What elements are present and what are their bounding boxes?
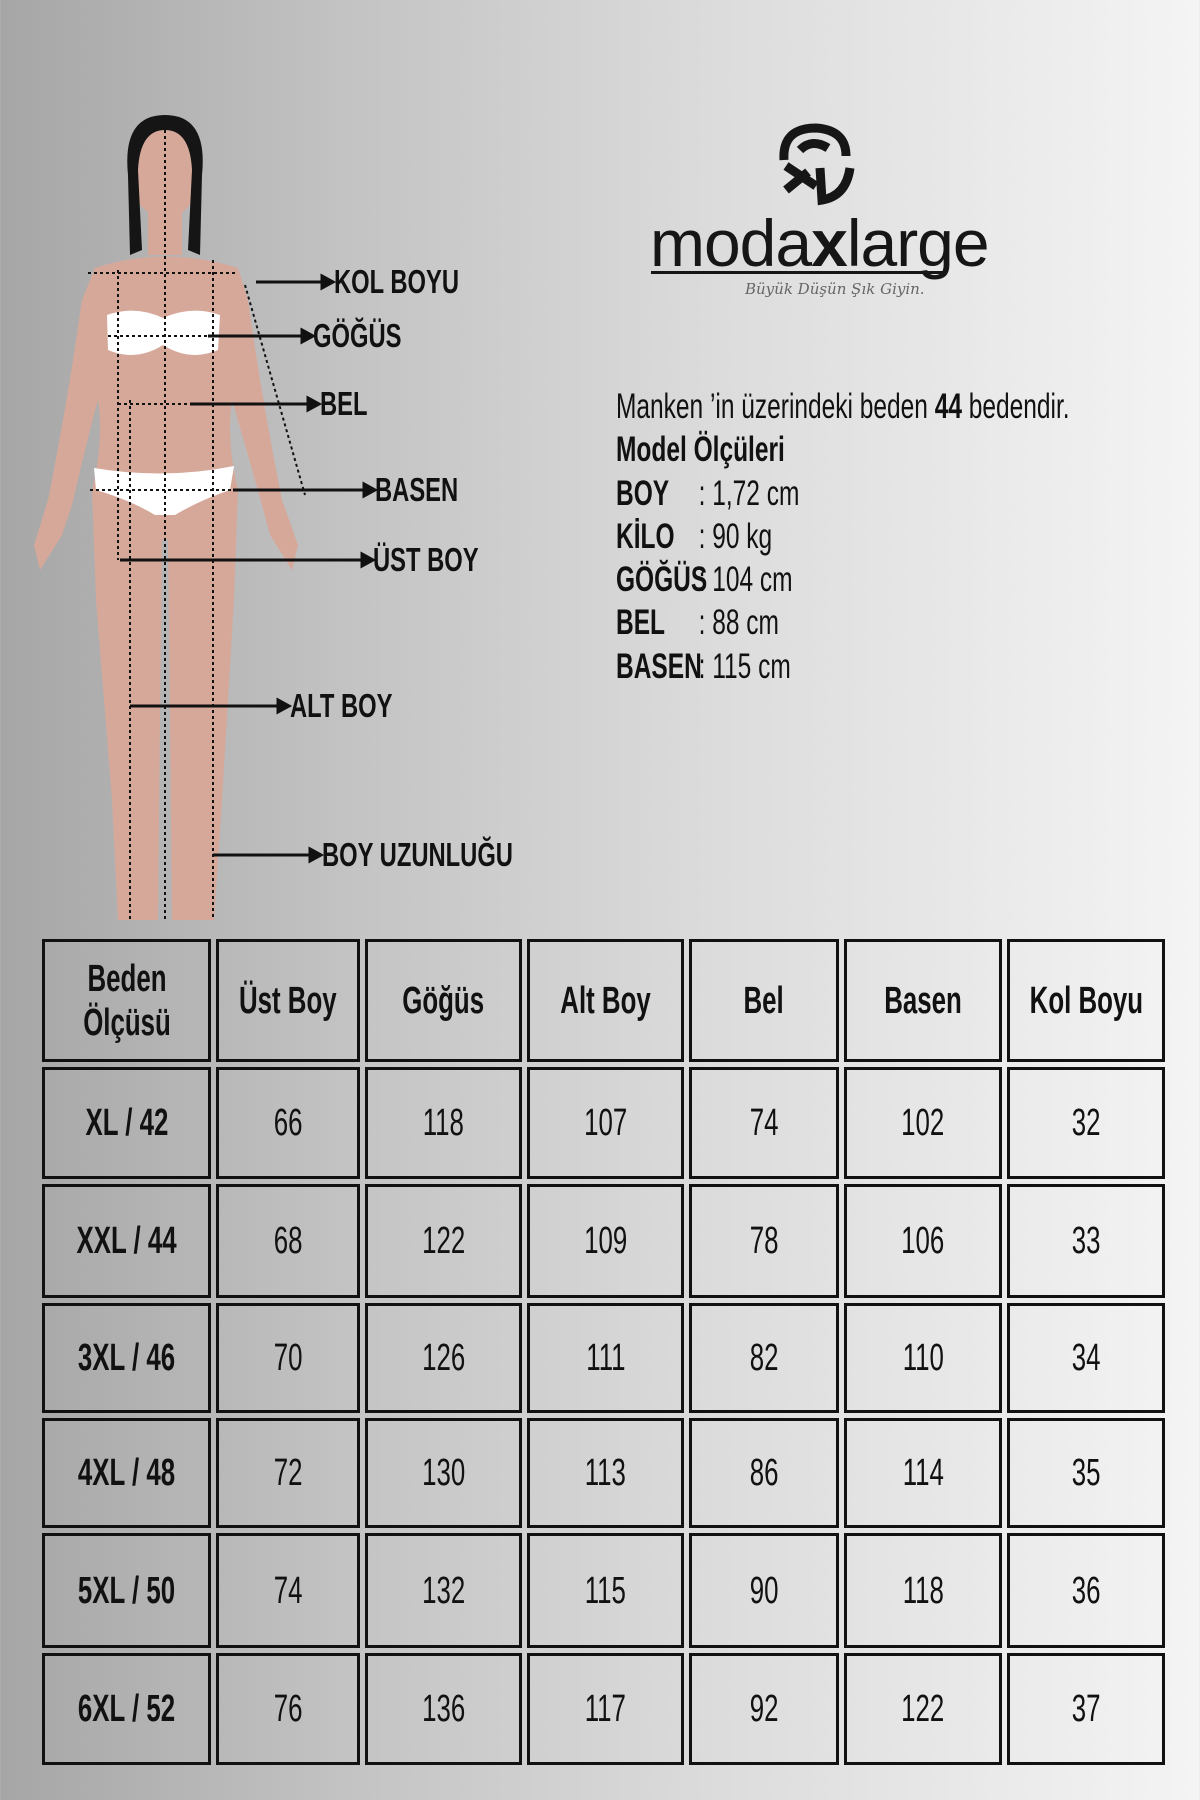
table-cell: 106 [844,1184,1002,1298]
table-cell: 78 [689,1184,839,1298]
table-cell: 34 [1007,1303,1165,1413]
model-row-kilo: KİLO: 90 kg [616,517,773,556]
brand-underline [651,271,947,274]
model-title: Model Ölçüleri [616,430,785,469]
table-header-cell: Bel [689,939,839,1062]
table-header-cell: Göğüs [365,939,522,1062]
table-cell: 86 [689,1418,839,1528]
table-cell: 113 [527,1418,684,1528]
size-label-cell: XXL / 44 [42,1184,211,1298]
table-cell: 33 [1007,1184,1165,1298]
brand-wordmark: modaxlarge [650,206,990,280]
table-cell: 37 [1007,1653,1165,1765]
table-cell: 76 [216,1653,360,1765]
table-header-cell: Beden Ölçüsü [42,939,211,1062]
label-gogus: GÖĞÜS [313,317,402,354]
table-cell: 115 [527,1533,684,1648]
label-boy-uzunlugu: BOY UZUNLUĞU [322,836,513,873]
model-intro: Manken ’in üzerindeki beden 44 bedendir. [616,387,1070,426]
table-cell: 92 [689,1653,839,1765]
table-header-cell: Üst Boy [216,939,360,1062]
mannequin-body [34,122,298,920]
table-cell: 66 [216,1067,360,1179]
label-alt-boy: ALT BOY [290,687,393,724]
label-basen: BASEN [375,471,459,508]
size-label-cell: XL / 42 [42,1067,211,1179]
table-cell: 114 [844,1418,1002,1528]
table-cell: 74 [216,1533,360,1648]
table-cell: 122 [365,1184,522,1298]
size-label-cell: 3XL / 46 [42,1303,211,1413]
table-cell: 118 [844,1533,1002,1648]
measure-arrows [120,273,379,864]
table-cell: 72 [216,1418,360,1528]
table-cell: 107 [527,1067,684,1179]
table-header-cell: Basen [844,939,1002,1062]
size-table: Beden Ölçüsü Üst Boy Göğüs Alt Boy Bel Basen K… [42,939,1165,1765]
model-row-gogus: GÖĞÜS: 104 cm [616,560,793,599]
measure-guides [88,130,306,920]
table-cell: 70 [216,1303,360,1413]
table-cell: 36 [1007,1533,1165,1648]
table-cell: 102 [844,1067,1002,1179]
bra [107,310,220,355]
table-header-cell: Kol Boyu [1007,939,1165,1062]
model-row-bel: BEL: 88 cm [616,603,779,642]
table-cell: 35 [1007,1418,1165,1528]
table-cell: 68 [216,1184,360,1298]
size-label-cell: 4XL / 48 [42,1418,211,1528]
model-row-boy: BOY: 1,72 cm [616,474,800,513]
label-ust-boy: ÜST BOY [373,541,479,578]
model-row-basen: BASEN: 115 cm [616,647,791,686]
table-cell: 111 [527,1303,684,1413]
size-label-cell: 5XL / 50 [42,1533,211,1648]
table-cell: 90 [689,1533,839,1648]
table-cell: 82 [689,1303,839,1413]
label-bel: BEL [320,385,368,422]
table-cell: 132 [365,1533,522,1648]
label-kol-boyu: KOL BOYU [334,263,459,300]
table-cell: 118 [365,1067,522,1179]
brand-tagline: Büyük Düşün Şık Giyin. [745,280,925,298]
mxl-monogram-icon [779,123,855,206]
table-header-cell: Alt Boy [527,939,684,1062]
table-cell: 122 [844,1653,1002,1765]
table-cell: 110 [844,1303,1002,1413]
table-cell: 32 [1007,1067,1165,1179]
size-label-cell: 6XL / 52 [42,1653,211,1765]
body-measurement-figure [34,115,379,920]
table-cell: 130 [365,1418,522,1528]
table-cell: 136 [365,1653,522,1765]
table-cell: 126 [365,1303,522,1413]
hair [127,115,203,255]
table-cell: 109 [527,1184,684,1298]
table-cell: 117 [527,1653,684,1765]
table-cell: 74 [689,1067,839,1179]
